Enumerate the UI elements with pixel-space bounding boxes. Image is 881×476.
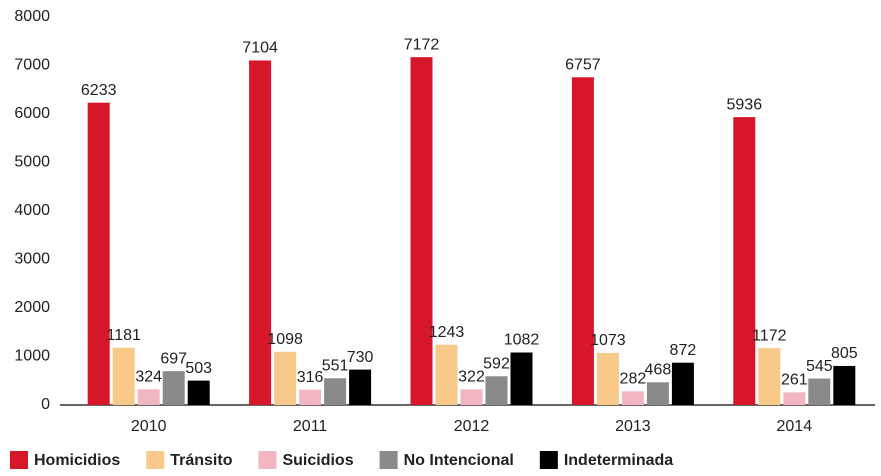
bar	[299, 389, 322, 405]
bar	[410, 57, 433, 406]
data-label: 316	[297, 369, 324, 386]
legend-label: No Intencional	[404, 452, 514, 469]
bar	[460, 389, 483, 405]
y-tick-label: 3000	[14, 251, 50, 268]
bar	[112, 347, 135, 405]
bar	[162, 371, 185, 405]
data-label: 468	[645, 362, 672, 379]
data-label: 697	[160, 350, 187, 367]
y-tick-label: 1000	[14, 348, 50, 365]
data-label: 5936	[727, 96, 763, 113]
y-tick-label: 0	[41, 396, 50, 413]
legend-label: Indeterminada	[564, 452, 673, 469]
bar	[596, 352, 619, 405]
y-tick-label: 4000	[14, 202, 50, 219]
legend-swatch	[258, 451, 277, 469]
data-label: 872	[670, 342, 697, 359]
data-label: 805	[831, 345, 858, 362]
x-tick-label: 2014	[777, 418, 813, 435]
y-tick-label: 5000	[14, 154, 50, 171]
data-label: 545	[806, 358, 833, 375]
legend-swatch	[10, 451, 28, 469]
bar	[833, 365, 856, 405]
y-tick-label: 7000	[14, 57, 50, 74]
bar	[349, 369, 372, 405]
data-label: 6757	[565, 57, 601, 74]
bar	[510, 352, 533, 405]
data-label: 730	[347, 349, 374, 366]
data-label: 7172	[404, 36, 440, 53]
data-label: 1098	[267, 331, 303, 348]
x-tick-label: 2010	[131, 418, 167, 435]
y-tick-label: 2000	[14, 299, 50, 316]
data-label: 1082	[504, 332, 540, 349]
bar	[485, 376, 508, 405]
data-label: 1172	[752, 327, 787, 344]
bar	[758, 348, 781, 405]
bar	[274, 351, 297, 405]
bar	[137, 389, 160, 405]
data-label: 324	[135, 369, 162, 386]
data-label: 7104	[242, 40, 278, 57]
data-label: 551	[322, 357, 349, 374]
data-label: 261	[781, 372, 808, 389]
x-tick-label: 2012	[454, 418, 490, 435]
bar	[783, 392, 806, 405]
bar	[671, 362, 694, 405]
bar	[249, 60, 272, 406]
bar	[646, 382, 669, 405]
legend-swatch	[379, 451, 398, 469]
bar	[187, 380, 210, 405]
data-label: 1073	[590, 332, 626, 349]
y-tick-label: 6000	[14, 105, 50, 122]
bar	[435, 344, 458, 405]
data-label: 322	[458, 369, 485, 386]
data-label: 503	[185, 360, 212, 377]
bar	[621, 391, 644, 405]
legend-label: Suicidios	[282, 452, 353, 469]
bar	[733, 117, 756, 405]
legend-swatch	[146, 451, 165, 469]
data-label: 1243	[429, 324, 465, 341]
data-label: 1181	[106, 327, 141, 344]
legend-label: Homicidios	[34, 452, 120, 469]
x-tick-label: 2011	[293, 418, 328, 435]
data-label: 282	[620, 371, 647, 388]
bar	[324, 378, 347, 405]
data-label: 6233	[81, 82, 117, 99]
x-tick-label: 2013	[615, 418, 651, 435]
y-tick-label: 8000	[14, 8, 50, 25]
bar	[808, 378, 831, 405]
bar	[571, 77, 594, 406]
data-label: 592	[483, 356, 510, 373]
legend-swatch	[539, 451, 558, 469]
bar	[87, 102, 110, 406]
legend-label: Tránsito	[170, 452, 232, 469]
